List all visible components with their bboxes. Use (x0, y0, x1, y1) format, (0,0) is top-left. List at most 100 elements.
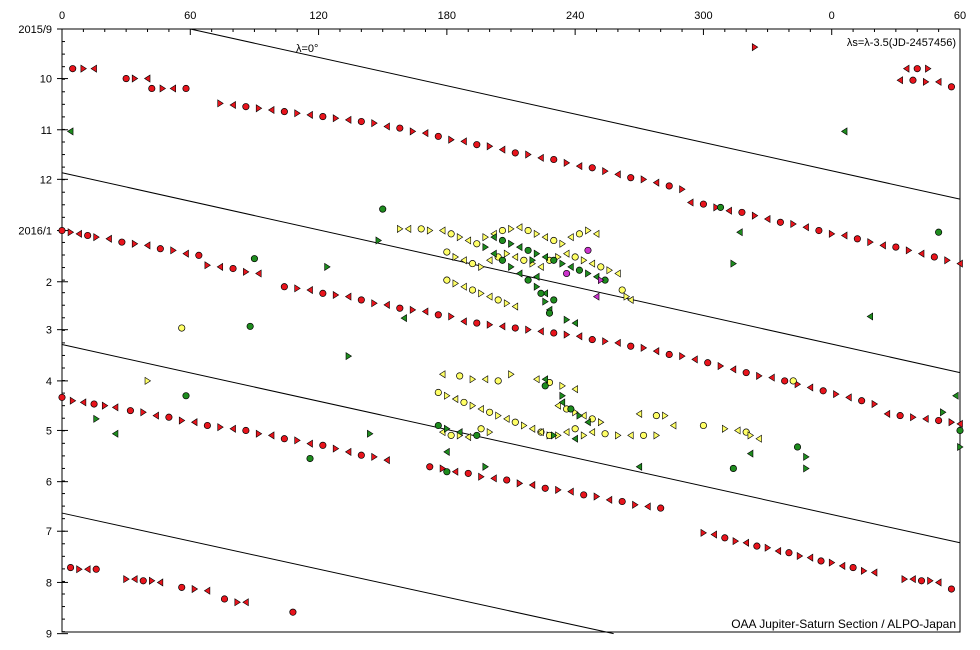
red-marker (679, 352, 686, 361)
yellow-marker (537, 262, 544, 271)
green-marker (559, 259, 566, 268)
yellow-point (417, 225, 425, 233)
red-marker (679, 185, 686, 194)
yellow-point (473, 240, 481, 248)
yellow-marker (486, 256, 493, 265)
yellow-marker (144, 376, 152, 385)
red-marker (93, 233, 100, 242)
yellow-marker (585, 226, 592, 235)
red-marker (451, 467, 459, 476)
red-marker (294, 284, 301, 293)
red-marker (255, 269, 262, 278)
red-marker (555, 485, 562, 494)
red-marker (764, 214, 771, 224)
yellow-marker (515, 223, 523, 232)
red-marker (896, 76, 903, 85)
y-tick-label: 2 (46, 277, 52, 289)
red-marker (567, 487, 574, 496)
red-marker (306, 110, 313, 119)
red-marker (644, 502, 651, 511)
yellow-marker (528, 424, 536, 433)
red-marker (860, 566, 868, 575)
red-marker (687, 198, 694, 207)
red-marker (105, 234, 112, 243)
yellow-marker (597, 418, 605, 427)
yellow-marker (627, 295, 634, 304)
yellow-marker (503, 414, 510, 423)
yellow-point (494, 377, 502, 385)
yellow-point (571, 253, 579, 261)
yellow-marker (662, 411, 669, 420)
green-marker (66, 127, 74, 136)
red-point (464, 469, 472, 477)
red-marker (409, 305, 417, 314)
reference-line (61, 344, 961, 544)
yellow-point (443, 276, 451, 284)
green-point (545, 309, 554, 317)
green-point (550, 256, 558, 264)
red-marker (131, 575, 138, 584)
green-marker (571, 434, 578, 443)
y-tick-label: 4 (46, 376, 52, 388)
red-marker (217, 99, 224, 108)
yellow-point (460, 398, 468, 406)
y-tick-label: 11 (41, 125, 52, 137)
green-marker (375, 236, 382, 245)
red-point (580, 491, 588, 499)
red-point (917, 577, 926, 585)
green-marker (635, 462, 643, 471)
yellow-point (520, 256, 528, 264)
yellow-marker (559, 381, 566, 390)
red-marker (796, 551, 804, 561)
green-marker (444, 424, 451, 433)
red-point (67, 564, 75, 572)
yellow-marker (503, 299, 511, 308)
red-marker (652, 347, 660, 356)
green-marker (400, 314, 407, 323)
yellow-point (447, 431, 455, 439)
red-point (220, 595, 229, 603)
green-marker (866, 312, 874, 321)
green-marker (736, 228, 743, 237)
red-marker (123, 575, 130, 584)
magenta-point (563, 269, 571, 278)
red-point (511, 324, 519, 332)
yellow-marker (580, 431, 588, 440)
yellow-marker (508, 370, 515, 379)
red-point (785, 549, 793, 557)
red-marker (371, 119, 378, 128)
red-marker (460, 317, 467, 326)
red-marker (216, 262, 224, 271)
red-marker (632, 500, 639, 509)
yellow-point (456, 372, 464, 380)
red-point (319, 289, 327, 297)
red-marker (439, 464, 447, 473)
red-marker (917, 249, 925, 258)
yellow-marker (451, 395, 459, 404)
yellow-marker (477, 404, 484, 414)
red-point (473, 141, 481, 149)
red-marker (79, 398, 87, 407)
yellow-point (447, 230, 455, 238)
yellow-marker (452, 279, 459, 288)
red-marker (935, 578, 942, 587)
red-marker (525, 150, 532, 159)
red-point (242, 103, 250, 111)
red-point (203, 421, 211, 430)
y-tick-label: 10 (40, 74, 52, 86)
green-marker (558, 398, 566, 407)
red-marker (879, 241, 886, 250)
red-marker (204, 261, 211, 270)
red-marker (614, 338, 621, 347)
red-marker (90, 64, 97, 73)
red-point (90, 400, 98, 408)
red-point (627, 174, 635, 182)
red-point (913, 65, 921, 73)
red-point (665, 182, 673, 190)
red-marker (182, 249, 189, 258)
x-tick-label: 60 (954, 10, 966, 22)
red-marker (131, 74, 139, 83)
yellow-point (618, 286, 626, 294)
red-marker (229, 100, 236, 110)
yellow-marker (615, 431, 622, 440)
